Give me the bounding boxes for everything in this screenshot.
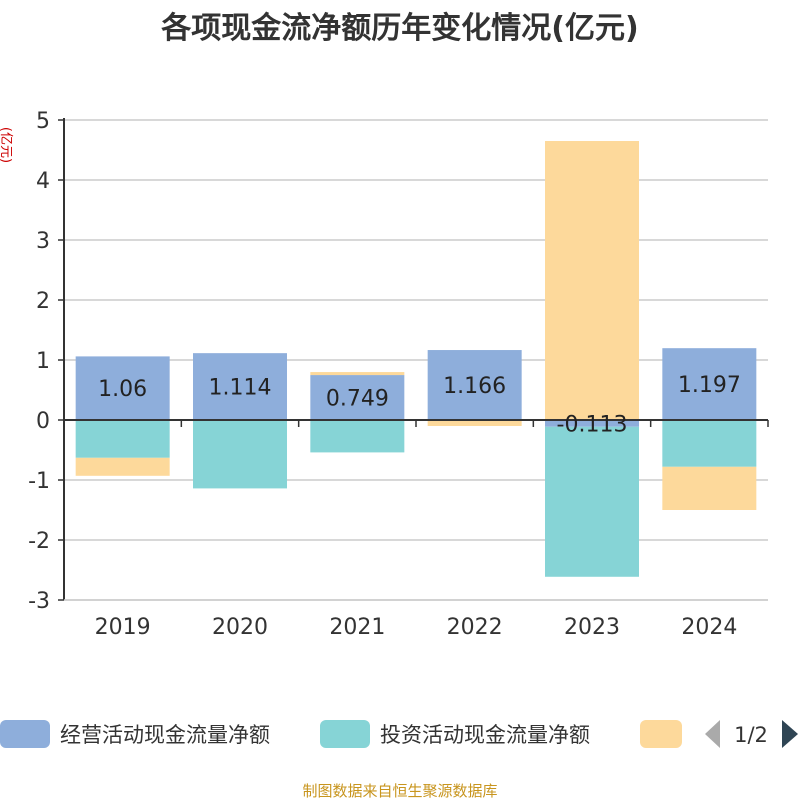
footer-source: 制图数据来自恒生聚源数据库 — [302, 782, 497, 800]
y-tick-label: 1 — [36, 349, 50, 374]
data-label: 0.749 — [326, 387, 389, 412]
bar-s1-2019[interactable] — [75, 420, 170, 458]
bar-s1-2021[interactable] — [310, 420, 405, 453]
y-tick-label: 4 — [36, 169, 50, 194]
data-label: 1.166 — [443, 374, 506, 399]
data-label: -0.113 — [557, 412, 628, 437]
y-tick-label: -1 — [28, 469, 50, 494]
x-tick-label: 2020 — [212, 615, 268, 640]
y-axis-ticks: 5 4 3 2 1 0 -1 -2 -3 — [28, 109, 64, 614]
bar-s0-2022[interactable] — [427, 350, 522, 420]
bar-s2-2024[interactable] — [662, 466, 757, 510]
grid-lines — [64, 119, 768, 601]
x-tick-label: 2024 — [681, 615, 737, 640]
chart-title: 各项现金流净额历年变化情况(亿元) — [160, 11, 638, 46]
bars — [75, 141, 757, 577]
triangle-right-icon[interactable] — [782, 720, 798, 748]
bar-s1-2020[interactable] — [193, 420, 287, 489]
legend-swatch-investing[interactable] — [320, 720, 370, 748]
y-tick-label: 5 — [36, 109, 50, 134]
x-tick-label: 2022 — [447, 615, 503, 640]
x-tick-label: 2021 — [329, 615, 385, 640]
legend-label-investing[interactable]: 投资活动现金流量净额 — [380, 723, 590, 747]
legend: 经营活动现金流量净额 投资活动现金流量净额 1/2 — [0, 720, 798, 748]
legend-page-indicator: 1/2 — [734, 723, 768, 747]
data-label: 1.197 — [678, 373, 741, 398]
bar-s0-2024[interactable] — [662, 348, 757, 420]
bar-s0-2019[interactable] — [75, 356, 170, 420]
bar-s1-2023[interactable] — [545, 426, 639, 577]
data-labels: 1.06 1.114 0.749 1.166 -0.113 1.197 — [98, 373, 741, 437]
y-tick-label: -3 — [28, 589, 50, 614]
bar-s2-2021[interactable] — [310, 372, 405, 376]
triangle-left-icon[interactable] — [705, 720, 720, 748]
bar-s2-2019[interactable] — [75, 457, 170, 476]
bar-s0-2020[interactable] — [193, 353, 287, 420]
data-label: 1.114 — [209, 376, 272, 401]
x-tick-label: 2019 — [95, 615, 151, 640]
x-axis-ticks: 2019 2020 2021 2022 2023 2024 — [63, 420, 769, 640]
bar-s0-2021[interactable] — [310, 375, 405, 420]
x-tick-label: 2023 — [564, 615, 620, 640]
bar-s1-2024[interactable] — [662, 420, 757, 467]
bar-s2-2023[interactable] — [545, 141, 639, 420]
bar-s0-2023[interactable] — [545, 420, 639, 427]
y-tick-label: 2 — [36, 289, 50, 314]
legend-swatch-third[interactable] — [640, 720, 682, 748]
y-tick-label: -2 — [28, 529, 50, 554]
y-tick-label: 0 — [36, 409, 50, 434]
legend-swatch-operating[interactable] — [0, 720, 50, 748]
y-axis-unit-label: (亿元) — [0, 127, 13, 163]
legend-label-operating[interactable]: 经营活动现金流量净额 — [60, 723, 270, 747]
data-label: 1.06 — [98, 377, 147, 402]
bar-s2-2022[interactable] — [427, 420, 522, 426]
y-tick-label: 3 — [36, 229, 50, 254]
